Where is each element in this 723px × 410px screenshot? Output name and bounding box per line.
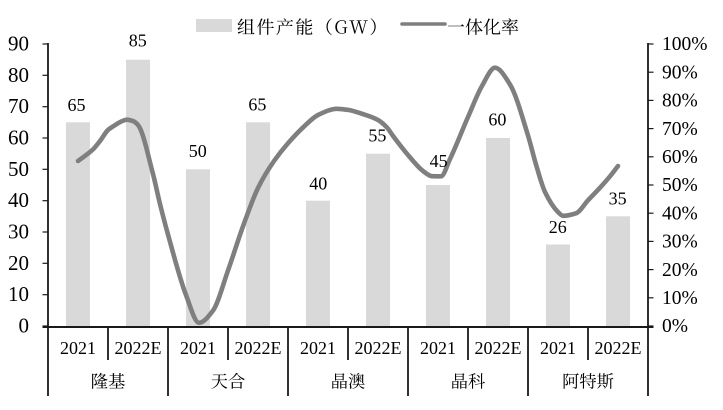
svg-text:65: 65 <box>248 95 266 115</box>
svg-text:26: 26 <box>549 217 567 237</box>
svg-text:35: 35 <box>609 188 627 208</box>
svg-text:60: 60 <box>488 110 506 130</box>
svg-text:40: 40 <box>8 188 29 212</box>
svg-text:40%: 40% <box>662 203 698 224</box>
svg-text:80: 80 <box>8 63 29 87</box>
svg-text:2021: 2021 <box>300 338 336 358</box>
svg-text:2022E: 2022E <box>115 338 162 358</box>
svg-text:20%: 20% <box>662 260 698 281</box>
svg-text:50%: 50% <box>662 175 698 196</box>
svg-text:0: 0 <box>19 314 30 338</box>
svg-text:60: 60 <box>8 126 29 150</box>
svg-text:60%: 60% <box>662 147 698 168</box>
svg-text:2022E: 2022E <box>235 338 282 358</box>
svg-text:50: 50 <box>8 157 29 181</box>
svg-text:30: 30 <box>8 220 29 244</box>
svg-text:80%: 80% <box>662 91 698 112</box>
svg-text:2022E: 2022E <box>595 338 642 358</box>
svg-text:40: 40 <box>309 174 327 194</box>
svg-text:0%: 0% <box>662 316 688 337</box>
svg-text:55: 55 <box>368 126 386 146</box>
svg-text:2021: 2021 <box>60 338 96 358</box>
svg-text:90: 90 <box>8 32 29 56</box>
svg-text:70: 70 <box>8 94 29 118</box>
svg-text:2022E: 2022E <box>475 338 522 358</box>
svg-text:2021: 2021 <box>420 338 456 358</box>
svg-text:2022E: 2022E <box>355 338 402 358</box>
svg-text:2021: 2021 <box>180 338 216 358</box>
svg-text:10: 10 <box>8 282 29 306</box>
svg-text:50: 50 <box>189 141 207 161</box>
svg-text:90%: 90% <box>662 62 698 83</box>
svg-text:20: 20 <box>8 251 29 275</box>
svg-text:100%: 100% <box>662 34 708 55</box>
svg-text:30%: 30% <box>662 232 698 253</box>
svg-text:70%: 70% <box>662 119 698 140</box>
svg-text:2021: 2021 <box>540 338 576 358</box>
svg-text:85: 85 <box>129 30 147 50</box>
svg-text:65: 65 <box>68 95 86 115</box>
svg-text:10%: 10% <box>662 288 698 309</box>
svg-text:45: 45 <box>430 151 448 171</box>
